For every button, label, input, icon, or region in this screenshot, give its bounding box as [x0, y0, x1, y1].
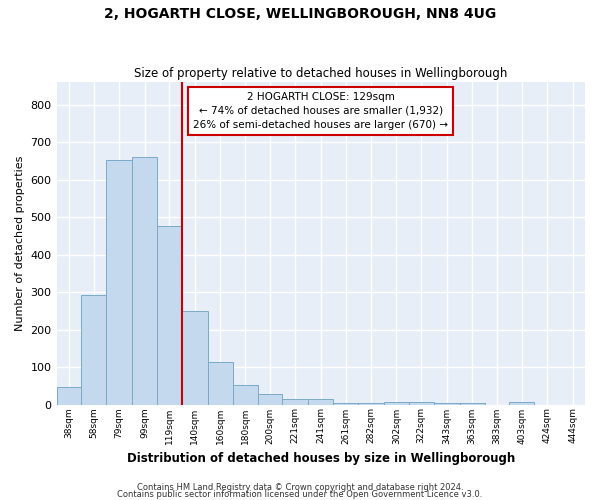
Bar [308, 400, 333, 404]
Bar [384, 402, 409, 404]
Bar [358, 402, 384, 404]
Text: Contains HM Land Registry data © Crown copyright and database right 2024.: Contains HM Land Registry data © Crown c… [137, 484, 463, 492]
Bar [82, 294, 106, 405]
Title: Size of property relative to detached houses in Wellingborough: Size of property relative to detached ho… [134, 66, 508, 80]
Text: 2 HOGARTH CLOSE: 129sqm
← 74% of detached houses are smaller (1,932)
26% of semi: 2 HOGARTH CLOSE: 129sqm ← 74% of detache… [193, 92, 448, 130]
Y-axis label: Number of detached properties: Number of detached properties [15, 156, 25, 331]
Bar [157, 226, 182, 404]
Bar [460, 402, 485, 404]
Bar [208, 362, 233, 405]
Bar [132, 157, 157, 404]
Text: 2, HOGARTH CLOSE, WELLINGBOROUGH, NN8 4UG: 2, HOGARTH CLOSE, WELLINGBOROUGH, NN8 4U… [104, 8, 496, 22]
Bar [434, 402, 460, 404]
Bar [257, 394, 283, 404]
Bar [56, 387, 82, 404]
Bar [233, 386, 257, 404]
Bar [182, 311, 208, 404]
X-axis label: Distribution of detached houses by size in Wellingborough: Distribution of detached houses by size … [127, 452, 515, 465]
Bar [509, 402, 534, 404]
Bar [283, 399, 308, 404]
Text: Contains public sector information licensed under the Open Government Licence v3: Contains public sector information licen… [118, 490, 482, 499]
Bar [409, 402, 434, 404]
Bar [333, 402, 358, 404]
Bar [106, 160, 132, 404]
